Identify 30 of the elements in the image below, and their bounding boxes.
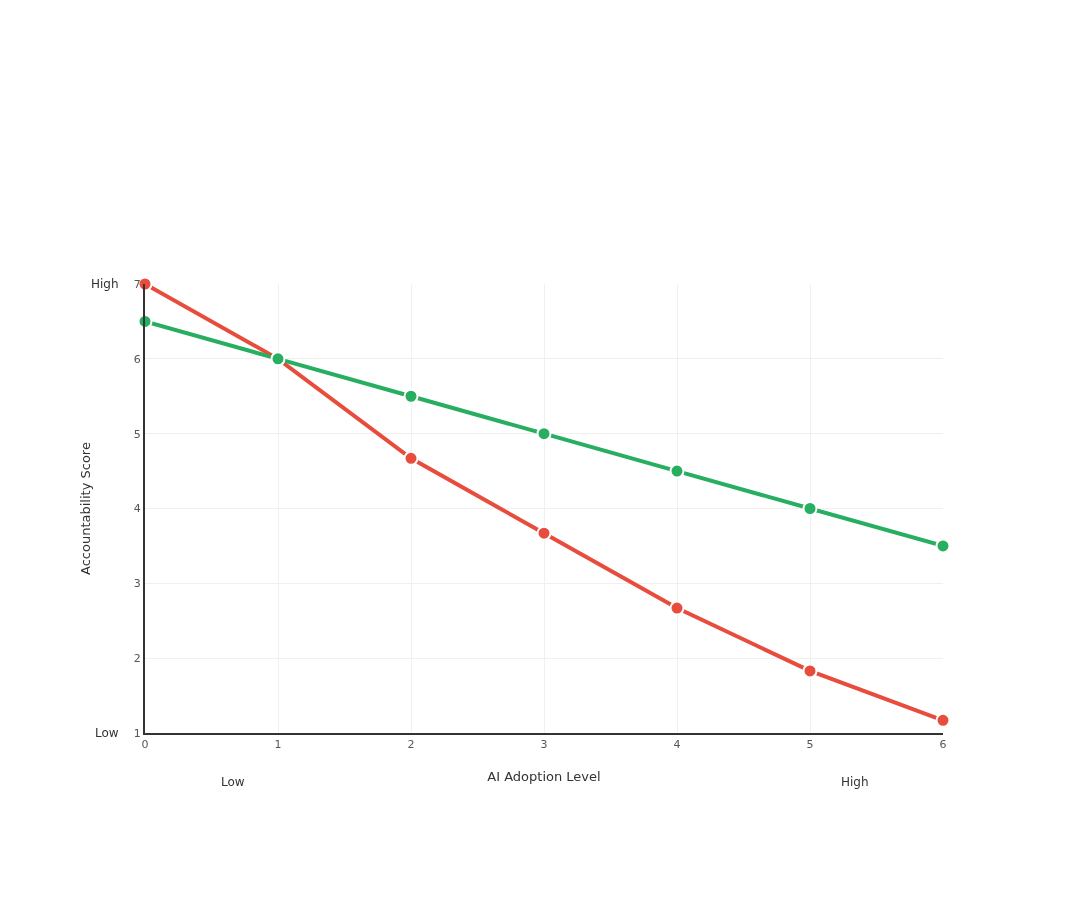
x-tick-label: 2	[407, 738, 415, 752]
x-axis-title: AI Adoption Level	[487, 769, 601, 785]
x-tick-label: 4	[673, 738, 681, 752]
x-tick-label: 3	[540, 738, 548, 752]
point	[935, 712, 951, 728]
x-tick-label: 1	[274, 738, 282, 752]
y-tick-label: 2	[133, 652, 141, 666]
point	[536, 426, 552, 442]
point	[669, 463, 685, 479]
x-tick-label: 0	[141, 738, 149, 752]
point	[669, 600, 685, 616]
point	[802, 663, 818, 679]
text: Low	[221, 775, 245, 789]
y-axis-title: Accountability Score	[78, 442, 94, 575]
x-tick-label: 6	[939, 738, 947, 752]
point	[403, 388, 419, 404]
y-tick-label: 6	[133, 352, 141, 366]
point	[536, 525, 552, 541]
y-tick-label: 5	[133, 427, 141, 441]
x-tick-label: 5	[806, 738, 814, 752]
point	[935, 538, 951, 554]
y-tick-label: 4	[133, 502, 141, 516]
point	[403, 450, 419, 466]
y-tick-label: 3	[133, 577, 141, 591]
text: Low	[95, 726, 119, 740]
y-tick-label: 1	[133, 726, 141, 740]
y-tick-label: 7	[133, 277, 141, 291]
text: High	[91, 277, 119, 291]
point	[802, 501, 818, 516]
text: High	[841, 775, 869, 789]
